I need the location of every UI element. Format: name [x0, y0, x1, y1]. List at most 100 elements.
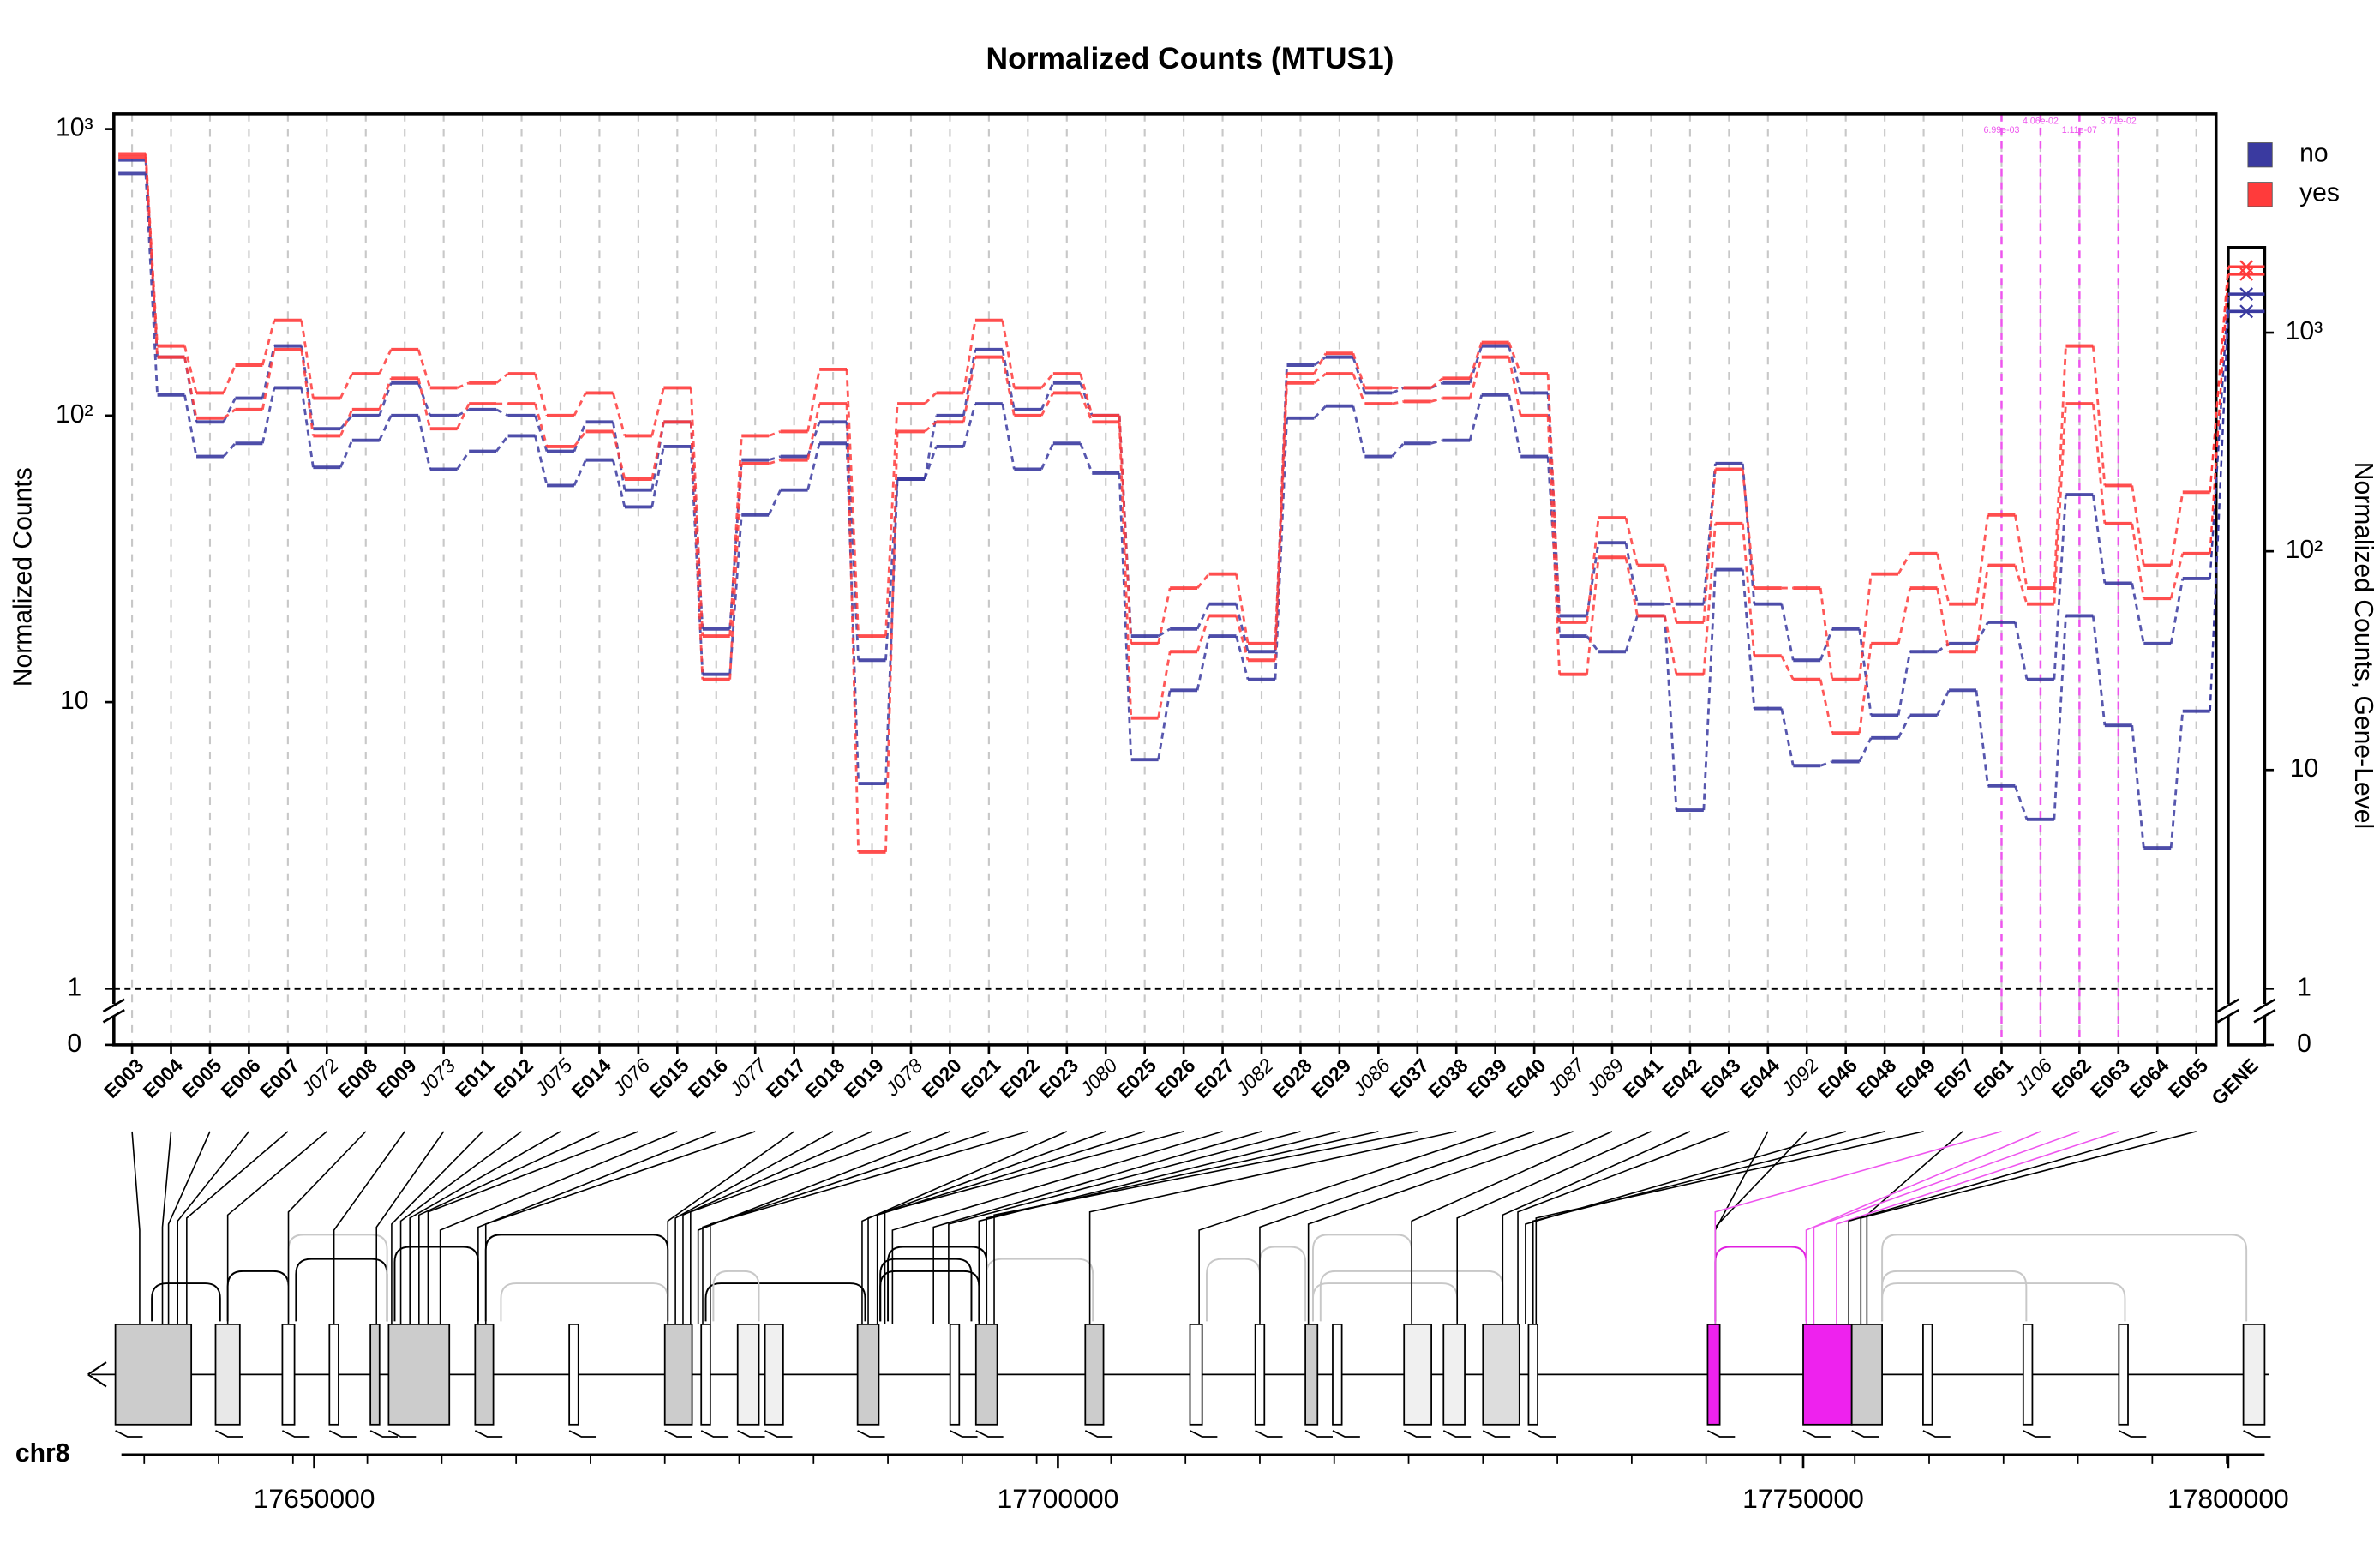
step-connector [1079, 382, 1094, 417]
feature-connector [1532, 1131, 1885, 1324]
step-connector [1741, 569, 1756, 709]
step-connector [144, 156, 159, 357]
genome-tick-label: 17700000 [998, 1483, 1119, 1514]
step-connector [1196, 635, 1211, 691]
step-connector [1858, 643, 1873, 734]
feature-connector [891, 1131, 1223, 1324]
step-connector [339, 373, 354, 399]
step-connector [2131, 485, 2145, 566]
step-connector [1157, 627, 1171, 638]
feature-connector [161, 1131, 172, 1324]
exon-foot [369, 1430, 399, 1438]
exon-foot [1707, 1430, 1736, 1438]
exon [974, 1323, 998, 1426]
feature-connector [167, 1131, 211, 1324]
feature-connector [867, 1131, 1106, 1324]
step-connector [1468, 345, 1484, 384]
step-connector [1508, 345, 1522, 393]
step-connector [2014, 785, 2029, 820]
step-connector [378, 382, 393, 417]
axis-break [2216, 1008, 2239, 1024]
step-connector [1819, 628, 1834, 661]
gene-connector [2209, 273, 2230, 554]
step-connector [1001, 403, 1016, 470]
step-connector [2169, 711, 2185, 849]
gene-level-x [2239, 267, 2254, 281]
feature-connector [1836, 1131, 2119, 1324]
step-connector [689, 422, 704, 680]
gene-level-x [2239, 287, 2254, 302]
step-connector [2053, 403, 2067, 604]
step-connector [2169, 553, 2185, 599]
exon [2242, 1323, 2266, 1426]
feature-connector [226, 1131, 327, 1324]
step-connector [457, 381, 470, 389]
step-connector [573, 459, 587, 487]
step-connector [1858, 628, 1873, 716]
step-connector [611, 431, 626, 480]
p-value-label: 6.99e-03 [1984, 125, 2020, 135]
legend-label: no [2299, 140, 2328, 168]
exon-foot [1084, 1430, 1113, 1438]
step-connector [1079, 392, 1094, 423]
step-connector [1858, 737, 1873, 763]
splice-arc [1258, 1246, 1307, 1322]
step-connector [2091, 494, 2107, 584]
gene-connector [2209, 267, 2230, 493]
y2-tick-label: 10³ [2286, 317, 2323, 345]
feature-connector [1502, 1131, 1691, 1324]
step-connector [1897, 553, 1911, 575]
y2-tick-label: 0 [2297, 1030, 2311, 1058]
gene-connector [2209, 294, 2230, 579]
p-value-label: 3.71e-02 [2101, 117, 2137, 127]
exon [474, 1323, 495, 1426]
step-connector [1819, 679, 1834, 734]
feature-connector [1525, 1131, 1846, 1324]
splice-arc [151, 1282, 221, 1322]
step-connector [534, 435, 549, 486]
step-connector [2091, 403, 2107, 524]
step-connector [495, 372, 509, 384]
feature-connector [131, 1131, 141, 1324]
exon [1802, 1323, 1853, 1426]
step-connector [417, 349, 432, 388]
step-connector [806, 403, 821, 460]
splice-arc [500, 1282, 669, 1322]
step-connector [573, 392, 587, 417]
splice-arc [484, 1234, 669, 1322]
step-connector [417, 415, 432, 470]
step-connector [2053, 615, 2067, 820]
feature-connector [710, 1131, 1028, 1324]
feature-connector [418, 1131, 600, 1324]
step-connector [1274, 382, 1288, 661]
step-connector [1702, 463, 1717, 604]
splice-arc [1311, 1234, 1413, 1322]
gene-level-x [2239, 304, 2254, 319]
step-connector [223, 408, 237, 419]
y-tick-label: 0 [67, 1030, 81, 1058]
step-connector [845, 403, 860, 852]
step-connector [962, 403, 977, 447]
splice-arc [1206, 1258, 1261, 1322]
step-connector [300, 320, 315, 399]
step-connector [2053, 345, 2067, 589]
step-connector [1196, 573, 1210, 589]
chromosome-label: chr8 [15, 1439, 70, 1468]
feature-connector [477, 1131, 717, 1324]
step-connector [1741, 523, 1756, 657]
exon-foot [950, 1430, 978, 1438]
step-connector [1040, 392, 1055, 417]
feature-connector [1307, 1131, 1574, 1324]
feature-connector [861, 1131, 1068, 1324]
exon-foot [1190, 1430, 1218, 1438]
step-connector [1430, 439, 1443, 445]
step-connector [1741, 469, 1756, 589]
step-connector [1508, 342, 1522, 375]
feature-connector [702, 1131, 990, 1324]
step-connector [339, 409, 354, 437]
y2-axis-label: Normalized Counts, Gene-Level [2349, 462, 2377, 830]
step-connector [1274, 373, 1288, 644]
exon-foot [1304, 1430, 1333, 1438]
splice-arc [393, 1246, 479, 1322]
step-connector [1702, 569, 1717, 811]
